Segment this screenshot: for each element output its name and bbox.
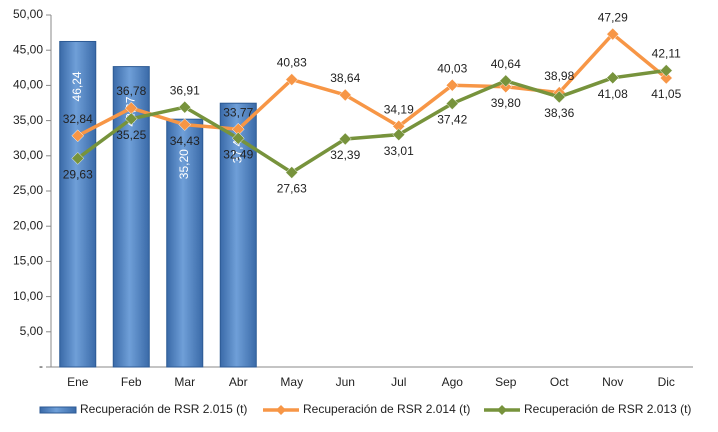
y-tick-label: 45,00 bbox=[13, 42, 43, 56]
x-tick-label: Jun bbox=[336, 375, 355, 389]
marker bbox=[124, 112, 138, 126]
marker bbox=[178, 118, 192, 131]
data-label: 42,11 bbox=[652, 47, 681, 61]
marker bbox=[659, 71, 673, 85]
marker bbox=[606, 71, 620, 85]
data-label: 32,49 bbox=[223, 147, 253, 161]
y-tick-label: 30,00 bbox=[13, 148, 43, 162]
legend-swatch bbox=[39, 406, 77, 414]
marker bbox=[178, 100, 192, 114]
y-tick-label: 40,00 bbox=[13, 78, 43, 92]
x-tick-label: Abr bbox=[229, 375, 248, 389]
marker bbox=[606, 27, 620, 41]
x-tick-label: Ago bbox=[442, 375, 464, 389]
x-tick-label: Dic bbox=[658, 375, 675, 389]
legend-label: Recuperación de RSR 2.014 (t) bbox=[303, 402, 470, 416]
y-tick-label: 25,00 bbox=[13, 183, 43, 197]
x-tick-label: Nov bbox=[602, 375, 623, 389]
y-tick-label: 50,00 bbox=[13, 7, 43, 21]
marker bbox=[659, 64, 673, 77]
legend-marker bbox=[276, 405, 286, 415]
marker bbox=[285, 166, 299, 179]
data-label: 34,43 bbox=[170, 134, 200, 148]
data-label: 27,63 bbox=[277, 182, 307, 196]
data-label: 40,83 bbox=[277, 56, 307, 70]
data-label: 36,91 bbox=[170, 83, 200, 97]
data-label: 38,98 bbox=[544, 69, 574, 83]
marker bbox=[338, 132, 352, 146]
data-label: 40,03 bbox=[437, 61, 467, 75]
x-tick-label: Mar bbox=[174, 375, 195, 389]
data-label: 38,36 bbox=[544, 106, 574, 120]
x-tick-label: Feb bbox=[121, 375, 142, 389]
bar-value-label: 35,20 bbox=[177, 149, 191, 179]
data-label: 40,64 bbox=[491, 57, 521, 71]
data-label: 41,05 bbox=[651, 87, 681, 101]
data-label: 32,39 bbox=[330, 148, 360, 162]
legend-label: Recuperación de RSR 2.013 (t) bbox=[524, 402, 691, 416]
marker bbox=[392, 128, 406, 141]
marker bbox=[338, 88, 352, 102]
y-tick-label: 10,00 bbox=[13, 289, 43, 303]
bar-value-label: 46,24 bbox=[70, 71, 84, 101]
data-label: 32,84 bbox=[63, 112, 93, 126]
marker bbox=[71, 129, 85, 143]
x-tick-label: Oct bbox=[550, 375, 569, 389]
marker bbox=[71, 152, 85, 165]
bar bbox=[59, 40, 97, 368]
y-tick-label: - bbox=[39, 359, 43, 373]
data-label: 29,63 bbox=[63, 168, 93, 182]
y-tick-label: 35,00 bbox=[13, 113, 43, 127]
data-label: 41,08 bbox=[598, 87, 628, 101]
line bbox=[76, 68, 667, 175]
data-label: 36,78 bbox=[116, 84, 146, 98]
line bbox=[76, 32, 668, 138]
bar bbox=[166, 118, 204, 368]
marker bbox=[231, 131, 245, 145]
y-tick-label: 20,00 bbox=[13, 218, 43, 232]
legend-label: Recuperación de RSR 2.015 (t) bbox=[80, 402, 247, 416]
data-label: 34,19 bbox=[384, 102, 414, 116]
x-tick-label: Sep bbox=[495, 375, 517, 389]
x-tick-label: May bbox=[280, 375, 303, 389]
data-label: 33,01 bbox=[384, 144, 414, 158]
marker bbox=[445, 78, 459, 92]
x-tick-label: Ene bbox=[67, 375, 89, 389]
x-tick-label: Jul bbox=[391, 375, 406, 389]
data-label: 33,77 bbox=[223, 105, 253, 119]
marker bbox=[445, 97, 459, 110]
y-tick-label: 15,00 bbox=[13, 254, 43, 268]
marker bbox=[285, 73, 299, 86]
data-label: 47,29 bbox=[598, 10, 628, 24]
data-label: 35,25 bbox=[116, 128, 146, 142]
data-label: 39,80 bbox=[491, 96, 521, 110]
data-label: 37,42 bbox=[437, 113, 467, 127]
legend-marker bbox=[497, 405, 507, 415]
marker bbox=[499, 74, 513, 88]
data-label: 38,64 bbox=[330, 71, 360, 85]
y-tick-label: 5,00 bbox=[20, 324, 44, 338]
marker bbox=[552, 90, 566, 104]
